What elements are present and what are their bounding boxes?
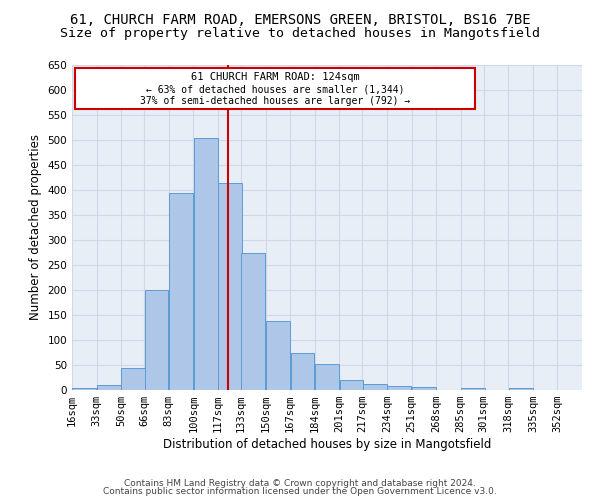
Bar [194, 138, 218, 390]
Bar [169, 192, 193, 390]
Bar [266, 321, 290, 390]
Bar [290, 352, 314, 390]
Bar [509, 388, 533, 390]
Text: Size of property relative to detached houses in Mangotsfield: Size of property relative to detached ho… [60, 28, 540, 40]
Bar [97, 385, 121, 390]
Bar [315, 364, 339, 390]
X-axis label: Distribution of detached houses by size in Mangotsfield: Distribution of detached houses by size … [163, 438, 491, 451]
Bar [121, 368, 145, 390]
Bar [241, 252, 265, 390]
Bar [145, 290, 169, 390]
Text: 37% of semi-detached houses are larger (792) →: 37% of semi-detached houses are larger (… [140, 96, 410, 106]
Bar [363, 384, 386, 390]
Bar [340, 380, 364, 390]
Text: Contains HM Land Registry data © Crown copyright and database right 2024.: Contains HM Land Registry data © Crown c… [124, 478, 476, 488]
Text: 61 CHURCH FARM ROAD: 124sqm: 61 CHURCH FARM ROAD: 124sqm [191, 72, 359, 82]
Bar [461, 388, 485, 390]
Bar [388, 386, 411, 390]
Text: ← 63% of detached houses are smaller (1,344): ← 63% of detached houses are smaller (1,… [146, 84, 404, 94]
FancyBboxPatch shape [75, 68, 475, 108]
Bar [73, 388, 96, 390]
Bar [412, 386, 436, 390]
Y-axis label: Number of detached properties: Number of detached properties [29, 134, 42, 320]
Text: 61, CHURCH FARM ROAD, EMERSONS GREEN, BRISTOL, BS16 7BE: 61, CHURCH FARM ROAD, EMERSONS GREEN, BR… [70, 12, 530, 26]
Text: Contains public sector information licensed under the Open Government Licence v3: Contains public sector information licen… [103, 487, 497, 496]
Bar [218, 182, 242, 390]
